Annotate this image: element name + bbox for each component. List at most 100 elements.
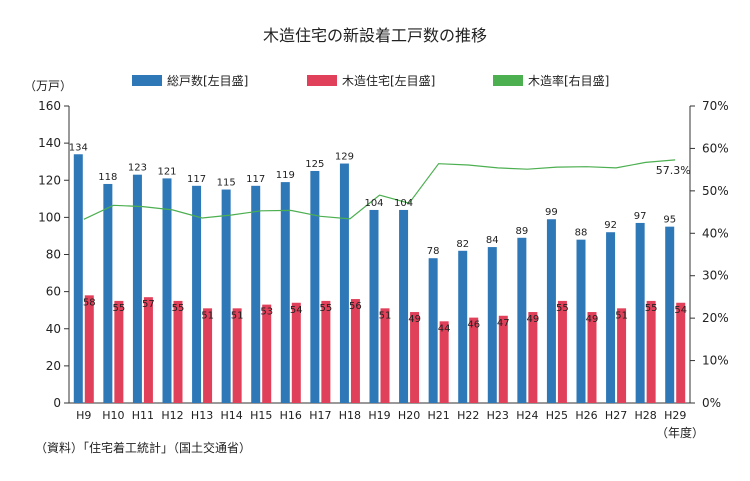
bar-wooden — [203, 308, 213, 403]
data-label-total: 119 — [276, 170, 295, 181]
category-labels: H9 H10 H11 H12 H13 H14 H15 H16 H17 H18 H19 H20 H21 H2… — [76, 409, 686, 422]
bar-wooden — [262, 304, 272, 403]
category-label: H12 — [161, 409, 183, 422]
legend-label-total: 総戸数[左目盛] — [167, 73, 248, 88]
left-tick-label: 80 — [46, 248, 61, 262]
legend-swatch-wooden — [307, 75, 337, 86]
legend: 総戸数[左目盛] 木造住宅[左目盛] 木造率[右目盛] — [132, 73, 609, 88]
bar-total — [162, 178, 172, 403]
chart-title: 木造住宅の新設着工戸数の推移 — [263, 26, 487, 45]
category-label: H15 — [250, 409, 272, 422]
category-label: H17 — [309, 409, 331, 422]
bar-total — [428, 258, 438, 403]
category-label: H13 — [191, 409, 213, 422]
x-axis-label: （年度） — [656, 425, 704, 440]
bar-wooden — [617, 308, 627, 403]
data-label-wooden: 49 — [586, 314, 599, 325]
bar-total — [665, 226, 675, 403]
legend-swatch-total — [132, 75, 162, 86]
data-label-total: 78 — [427, 246, 440, 257]
category-label: H14 — [221, 409, 243, 422]
category-label: H22 — [457, 409, 479, 422]
left-axis-ticks: 0 20 40 60 80 100 120 140 160 — [38, 99, 69, 410]
data-label-wooden: 51 — [201, 310, 214, 321]
data-label-total: 82 — [456, 239, 469, 250]
bar-total — [635, 222, 645, 403]
bars — [73, 154, 686, 403]
data-label-total: 134 — [69, 142, 88, 153]
right-axis-ticks: 0% 10% 20% 30% 40% 50% 60% 70% — [690, 99, 729, 410]
data-label-wooden: 57 — [142, 299, 155, 310]
bar-total — [576, 239, 586, 403]
rate-end-label: 57.3% — [656, 164, 691, 177]
bar-wooden — [350, 299, 360, 403]
bar-wooden — [114, 300, 124, 403]
bar-total — [458, 250, 468, 403]
data-label-total: 123 — [128, 163, 147, 174]
data-label-wooden: 54 — [674, 305, 687, 316]
category-label: H25 — [546, 409, 568, 422]
data-label-total: 117 — [187, 174, 206, 185]
left-tick-label: 60 — [46, 285, 61, 299]
data-label-wooden: 55 — [319, 303, 332, 314]
bar-wooden — [528, 312, 538, 403]
data-label-wooden: 44 — [438, 323, 451, 334]
category-label: H19 — [368, 409, 390, 422]
bar-total — [132, 174, 142, 403]
bar-total — [221, 189, 231, 403]
data-label-total: 117 — [246, 174, 265, 185]
legend-swatch-rate — [493, 75, 523, 86]
category-label: H23 — [487, 409, 509, 422]
data-label-wooden: 55 — [645, 303, 658, 314]
data-label-total: 104 — [364, 198, 383, 209]
data-label-wooden: 49 — [526, 314, 539, 325]
bar-wooden — [498, 315, 508, 403]
category-label: H24 — [516, 409, 538, 422]
category-label: H29 — [664, 409, 686, 422]
source-note: （資料）「住宅着工統計」（国土交通省） — [35, 440, 251, 455]
data-label-total: 92 — [604, 220, 617, 231]
data-label-wooden: 55 — [112, 303, 125, 314]
category-label: H9 — [76, 409, 91, 422]
data-label-wooden: 58 — [83, 297, 96, 308]
category-label: H27 — [605, 409, 627, 422]
category-label: H20 — [398, 409, 420, 422]
data-label-wooden: 49 — [408, 314, 421, 325]
left-tick-label: 20 — [46, 359, 61, 373]
bar-total — [192, 185, 202, 403]
bar-total — [280, 182, 290, 403]
data-label-total: 125 — [305, 159, 324, 170]
bar-total — [487, 247, 497, 403]
legend-label-wooden: 木造住宅[左目盛] — [342, 73, 435, 88]
category-label: H26 — [575, 409, 597, 422]
bar-wooden — [469, 317, 479, 403]
rate-line-path — [83, 159, 676, 220]
data-label-total: 95 — [663, 215, 676, 226]
data-label-wooden: 51 — [379, 310, 392, 321]
bar-wooden — [676, 302, 686, 403]
data-label-total: 104 — [394, 198, 413, 209]
data-label-wooden: 51 — [231, 310, 244, 321]
right-tick-label: 70% — [702, 99, 729, 113]
bar-total — [369, 209, 379, 403]
rate-line — [83, 159, 676, 220]
bar-wooden — [587, 312, 597, 403]
right-tick-label: 50% — [702, 184, 729, 198]
bar-total — [399, 209, 409, 403]
left-axis-unit: （万戸） — [24, 79, 72, 93]
category-label: H21 — [428, 409, 450, 422]
category-label: H18 — [339, 409, 361, 422]
data-label-wooden: 56 — [349, 301, 362, 312]
bar-wooden — [380, 308, 390, 403]
data-label-wooden: 51 — [615, 310, 628, 321]
bar-total — [310, 170, 320, 403]
bar-total — [546, 219, 556, 403]
right-tick-label: 30% — [702, 269, 729, 283]
data-label-wooden: 55 — [556, 303, 569, 314]
bar-total — [339, 163, 349, 403]
data-label-wooden: 55 — [172, 303, 185, 314]
bar-wooden — [173, 300, 183, 403]
data-label-wooden: 46 — [467, 320, 480, 331]
